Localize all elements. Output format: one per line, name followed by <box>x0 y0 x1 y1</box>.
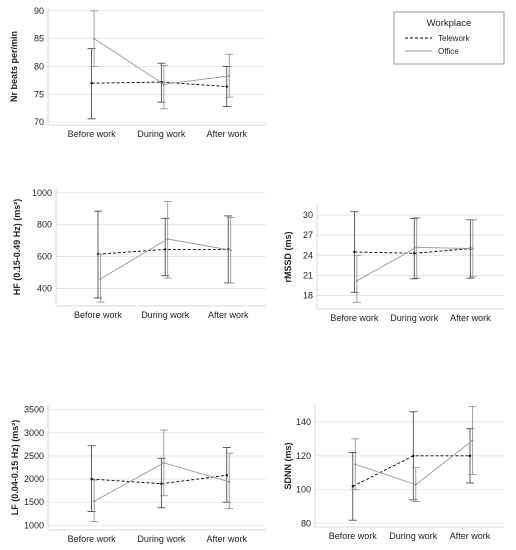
x-tick-label: After work <box>450 531 491 541</box>
y-tick-label: 80 <box>301 519 311 529</box>
y-axis-label: SDNN (ms) <box>283 442 293 489</box>
panel-rmssd: 18 21 24 27 30 Before work During work After wo… <box>283 205 504 323</box>
y-tick-label: 3000 <box>24 428 44 438</box>
series-office <box>90 429 234 523</box>
data-point <box>160 482 163 485</box>
x-tick-label: After work <box>450 313 491 323</box>
x-tick-label: During work <box>137 129 186 139</box>
data-point <box>225 474 228 477</box>
data-point <box>471 247 475 250</box>
series-line-telework <box>91 81 227 88</box>
y-tick-label: 600 <box>37 252 52 262</box>
series-line-telework <box>352 455 470 487</box>
series-office <box>351 406 477 502</box>
y-tick-label: 1500 <box>24 497 44 507</box>
x-tick-label: During work <box>137 534 186 544</box>
data-point <box>412 454 415 458</box>
data-point <box>162 83 166 86</box>
panel-hr: 70 75 80 85 90 Before work During work After wo… <box>9 6 266 139</box>
x-tick-label: Before work <box>68 129 117 139</box>
data-point <box>414 483 417 486</box>
data-point <box>164 248 167 251</box>
panel-lf: 1000 1500 2000 2500 3000 3500 Before work Durin… <box>10 405 266 544</box>
x-tick-label: After work <box>207 129 248 139</box>
legend-telework-label: Telework <box>438 34 471 43</box>
y-tick-label: 400 <box>37 283 52 293</box>
y-tick-label: 24 <box>303 250 313 260</box>
series-line-telework <box>91 474 227 485</box>
data-point <box>166 237 169 241</box>
series-office <box>352 217 477 303</box>
legend: Workplace Telework Office <box>393 11 505 65</box>
x-tick-label: During work <box>141 310 190 320</box>
series-telework <box>94 210 233 299</box>
y-tick-label: 27 <box>303 230 313 240</box>
x-tick-label: After work <box>207 534 248 544</box>
panel-sdnn: 80 100 120 140 Before work During work After w… <box>283 405 504 541</box>
data-point <box>413 252 416 255</box>
y-tick-label: 100 <box>296 485 311 495</box>
series-line-office <box>355 440 473 486</box>
data-point <box>229 248 232 252</box>
data-point <box>471 439 474 442</box>
y-tick-label: 80 <box>34 62 44 72</box>
x-tick-label: Before work <box>329 531 378 541</box>
y-tick-label: 2000 <box>24 474 44 484</box>
data-point <box>99 277 102 281</box>
y-tick-label: 85 <box>34 34 44 44</box>
data-point <box>355 279 359 283</box>
x-tick-label: Before work <box>74 310 123 320</box>
y-tick-label: 18 <box>303 291 313 301</box>
series-line-office <box>100 238 231 280</box>
y-tick-label: 90 <box>34 6 44 16</box>
y-tick-label: 800 <box>37 220 52 230</box>
data-point <box>162 461 166 465</box>
series-office <box>90 10 234 110</box>
x-tick-label: During work <box>390 313 439 323</box>
y-axis-label: Nr beats per/min <box>9 31 19 102</box>
series-line-telework <box>354 248 471 254</box>
data-point <box>354 463 357 466</box>
x-tick-label: Before work <box>68 534 117 544</box>
data-point <box>228 480 231 484</box>
x-tick-label: After work <box>208 310 249 320</box>
legend-title: Workplace <box>427 18 472 29</box>
data-point <box>351 485 354 488</box>
data-point <box>415 246 418 249</box>
y-tick-label: 3500 <box>24 405 44 415</box>
y-tick-label: 1000 <box>24 520 44 530</box>
y-tick-label: 30 <box>303 210 313 220</box>
data-point <box>353 250 356 254</box>
data-point <box>468 454 472 458</box>
series-line-telework <box>97 248 229 255</box>
data-point <box>225 85 228 88</box>
series-telework <box>87 445 231 512</box>
y-tick-label: 140 <box>296 417 311 427</box>
panel-hf: 400 600 800 1000 Before work During work After… <box>12 188 266 320</box>
data-point <box>228 74 231 78</box>
y-tick-label: 1000 <box>32 188 52 198</box>
y-tick-label: 21 <box>303 270 313 280</box>
y-axis-label: rMSSD (ms) <box>283 231 293 282</box>
legend-office-label: Office <box>438 47 459 56</box>
y-tick-label: 75 <box>34 89 44 99</box>
series-office <box>96 201 235 303</box>
series-telework <box>87 48 231 120</box>
y-axis-label: LF (0.04-0.15 Hz) (ms²) <box>10 420 20 516</box>
x-tick-label: Before work <box>330 313 379 323</box>
y-axis-label: HF (0.15-0.49 Hz) (ms²) <box>12 199 22 296</box>
data-point <box>92 500 96 503</box>
data-point <box>90 82 93 85</box>
y-tick-label: 70 <box>34 117 44 127</box>
panels: 70 75 80 85 90 Before work During work After wo… <box>9 6 504 544</box>
y-tick-label: 120 <box>296 451 311 461</box>
y-tick-label: 2500 <box>24 451 44 461</box>
x-tick-label: During work <box>389 531 438 541</box>
data-point <box>92 37 96 40</box>
series-telework <box>350 211 475 293</box>
series-telework <box>348 411 474 521</box>
